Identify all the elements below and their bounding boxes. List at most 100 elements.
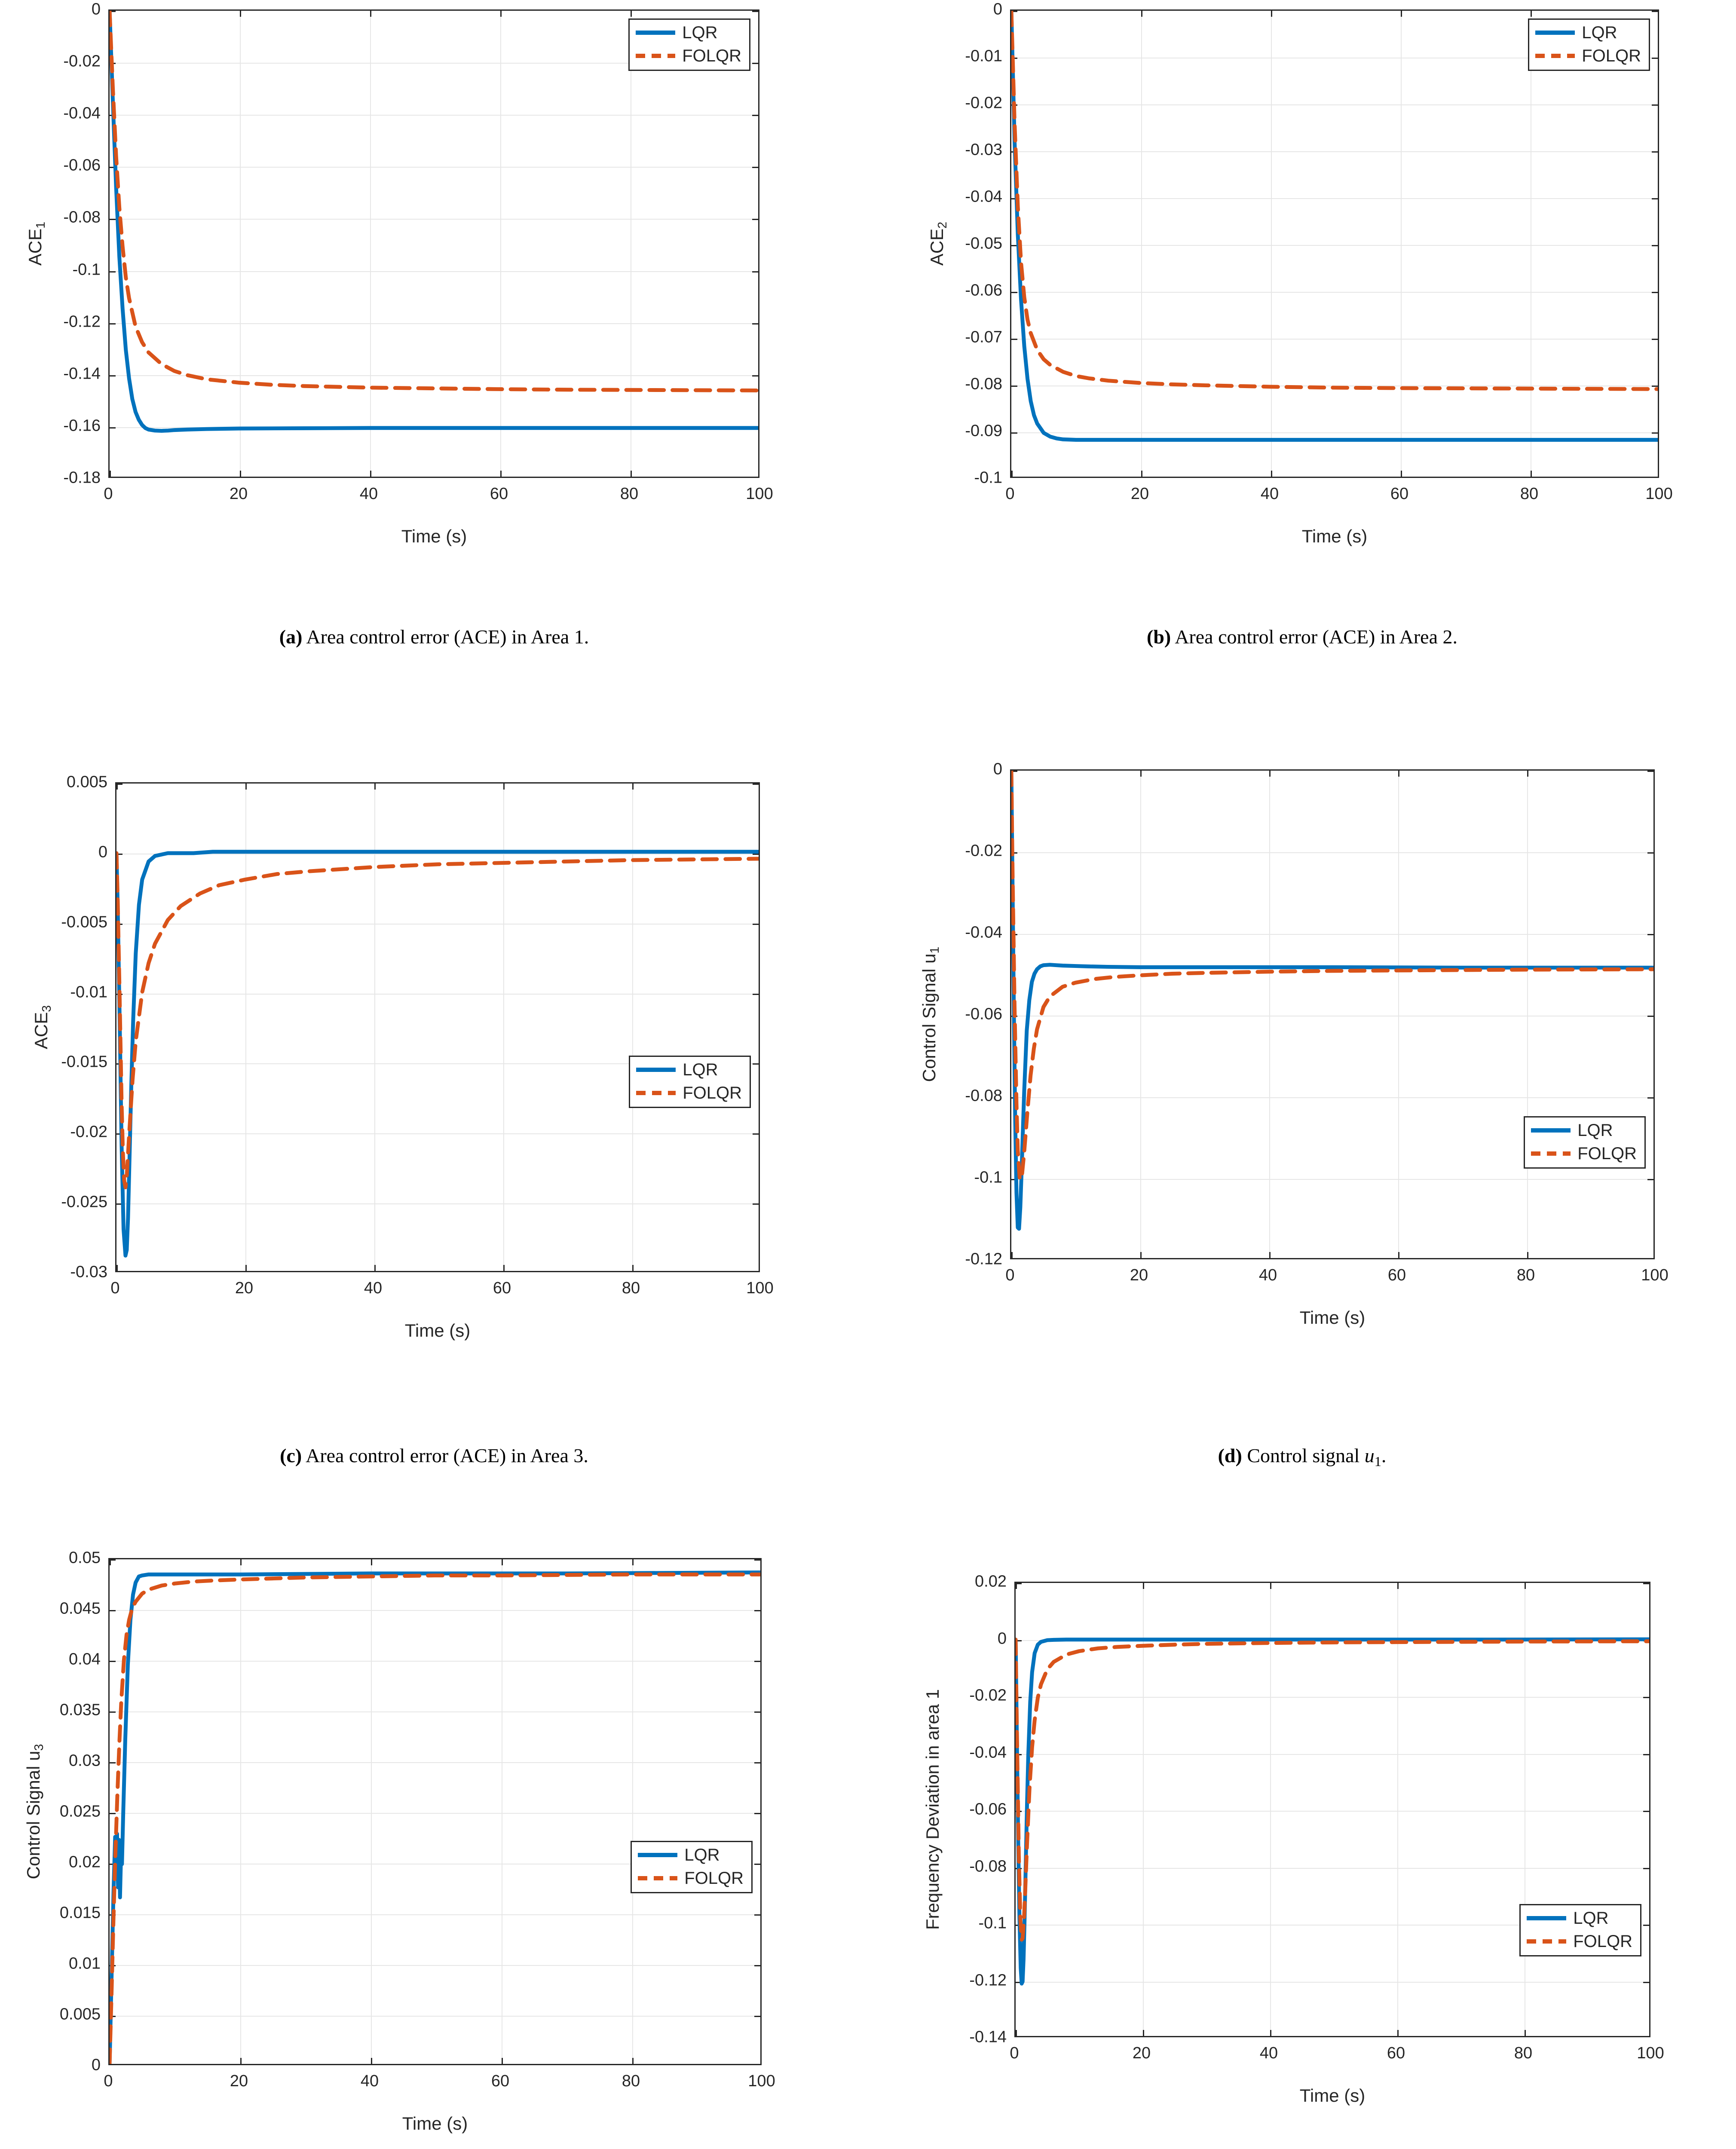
y-tick-label: -0.12: [965, 1250, 1002, 1268]
y-tick-label: -0.02: [965, 842, 1002, 860]
legend-entry-lqr[interactable]: LQR: [1527, 1910, 1632, 1927]
y-tick-mark: [110, 1661, 116, 1662]
legend-a[interactable]: LQR FOLQR: [628, 18, 750, 71]
y-tick-label: 0: [993, 760, 1002, 778]
y-axis-title: Frequency Deviation in area 1: [922, 1689, 943, 1930]
y-tick-mark: [1011, 339, 1017, 340]
legend-entry-lqr[interactable]: LQR: [638, 1846, 744, 1864]
y-tick-mark-right: [1652, 151, 1658, 153]
y-tick-mark-right: [1652, 292, 1658, 293]
y-tick-mark: [1011, 771, 1017, 772]
y-tick-label: 0.02: [975, 1572, 1007, 1591]
y-tick-mark-right: [754, 1762, 760, 1763]
gridline-v: [371, 1559, 372, 2064]
legend-c[interactable]: LQR FOLQR: [629, 1056, 751, 1108]
x-axis-title: Time (s): [404, 1320, 471, 1341]
x-tick-mark: [110, 471, 111, 477]
x-tick-label: 20: [1132, 2044, 1151, 2062]
gridline-h: [116, 1063, 759, 1065]
y-tick-label: 0.035: [59, 1701, 101, 1719]
gridline-v: [1527, 771, 1528, 1258]
x-tick-mark: [1397, 2030, 1399, 2036]
y-tick-label: -0.08: [965, 1087, 1002, 1105]
legend-label-lqr: LQR: [682, 23, 718, 42]
y-tick-label: -0.08: [63, 208, 101, 227]
legend-d[interactable]: LQR FOLQR: [1524, 1116, 1646, 1169]
legend-b[interactable]: LQR FOLQR: [1528, 18, 1650, 71]
y-tick-mark: [110, 1813, 116, 1814]
gridline-h: [110, 63, 758, 64]
y-axis-title: ACE2: [927, 221, 949, 266]
x-tick-label: 0: [110, 1279, 120, 1297]
x-tick-label: 0: [1005, 1266, 1015, 1284]
legend-entry-lqr[interactable]: LQR: [636, 1061, 742, 1078]
y-axis-title: ACE3: [31, 1005, 54, 1050]
legend-e[interactable]: LQR FOLQR: [631, 1841, 753, 1893]
plot-a[interactable]: LQR FOLQR 0 20 40 60 80 100 0 -0.02 -0.04 -0.06 -0…: [0, 0, 868, 619]
y-tick-mark-right: [1652, 386, 1658, 387]
y-tick-mark-right: [1643, 1697, 1649, 1698]
series-path-FOLQR: [1016, 1638, 1649, 1942]
y-tick-mark-right: [754, 1610, 760, 1611]
y-tick-mark-right: [754, 1813, 760, 1814]
y-tick-mark: [1011, 292, 1017, 293]
legend-entry-lqr[interactable]: LQR: [1535, 24, 1641, 41]
x-tick-label: 60: [1387, 1266, 1406, 1284]
curves-c: [116, 850, 759, 1258]
x-tick-mark-top: [1397, 1583, 1399, 1589]
y-tick-mark-right: [752, 375, 758, 377]
x-tick-mark-top: [116, 784, 118, 790]
caption-d-math: u1: [1364, 1445, 1381, 1469]
x-tick-mark: [1141, 471, 1142, 477]
legend-entry-folqr[interactable]: FOLQR: [1527, 1933, 1632, 1950]
y-tick-mark-right: [753, 923, 759, 925]
legend-entry-folqr[interactable]: FOLQR: [1531, 1145, 1637, 1162]
plot-f[interactable]: LQR FOLQR 0 20 40 60 80 100 0.02 0 -0.02 -0.04 -0.…: [868, 1552, 1736, 2149]
x-tick-label: 100: [1645, 485, 1673, 503]
y-tick-label: -0.025: [61, 1193, 107, 1211]
x-tick-mark-top: [1016, 1583, 1017, 1589]
y-tick-mark: [1011, 852, 1017, 854]
x-axis-title: Time (s): [401, 526, 467, 546]
y-tick-mark-right: [754, 1965, 760, 1966]
plot-c[interactable]: LQR FOLQR 0 20 40 60 80 100 0.005 0 -0.005 -0.01 -…: [0, 744, 868, 1397]
x-tick-mark: [1398, 1252, 1399, 1258]
gridline-v: [1271, 11, 1272, 477]
curves-d: [1011, 771, 1653, 1231]
x-tick-mark-top: [240, 1559, 242, 1565]
legend-label-folqr: FOLQR: [1573, 1932, 1632, 1951]
y-tick-label: 0.05: [69, 1549, 101, 1567]
legend-entry-folqr[interactable]: FOLQR: [638, 1870, 744, 1887]
gridline-v: [1141, 11, 1142, 477]
x-tick-mark-top: [631, 11, 632, 17]
x-tick-mark: [1016, 2030, 1017, 2036]
subplot-row-2: LQR FOLQR 0 20 40 60 80 100 0.005 0 -0.005 -0.01 -…: [0, 731, 1736, 1504]
plot-e[interactable]: LQR FOLQR 0 20 40 60 80 100 0.05 0.045 0.04 0.035…: [0, 1517, 868, 2149]
legend-f[interactable]: LQR FOLQR: [1519, 1904, 1641, 1956]
legend-entry-folqr[interactable]: FOLQR: [636, 47, 741, 64]
y-tick-mark: [1011, 198, 1017, 199]
plot-b[interactable]: LQR FOLQR 0 20 40 60 80 100 0 -0.01 -0.02 -0.03 -0…: [868, 0, 1736, 619]
legend-entry-lqr[interactable]: LQR: [636, 24, 741, 41]
x-tick-mark: [1527, 1252, 1528, 1258]
gridline-h: [1011, 151, 1658, 152]
x-tick-label: 0: [104, 485, 113, 503]
y-tick-label: -0.14: [969, 2028, 1007, 2046]
y-tick-label: -0.02: [63, 52, 101, 70]
gridline-v: [245, 784, 246, 1271]
series-path-FOLQR: [110, 1572, 760, 2064]
x-tick-mark-top: [1270, 1583, 1271, 1589]
gridline-h: [1016, 1867, 1649, 1869]
y-tick-label: -0.02: [70, 1123, 107, 1141]
gridline-v: [1270, 1583, 1271, 2036]
legend-entry-folqr[interactable]: FOLQR: [1535, 47, 1641, 64]
legend-entry-lqr[interactable]: LQR: [1531, 1122, 1637, 1139]
plot-d[interactable]: LQR FOLQR 0 20 40 60 80 100 0 -0.02 -0.04 -0.06 -0…: [868, 744, 1736, 1397]
y-tick-mark: [116, 784, 122, 785]
legend-label-folqr: FOLQR: [1582, 46, 1641, 65]
series-path-LQR: [1011, 771, 1653, 1231]
gridline-h: [116, 993, 759, 995]
legend-entry-folqr[interactable]: FOLQR: [636, 1084, 742, 1102]
x-tick-mark-top: [1525, 1583, 1526, 1589]
